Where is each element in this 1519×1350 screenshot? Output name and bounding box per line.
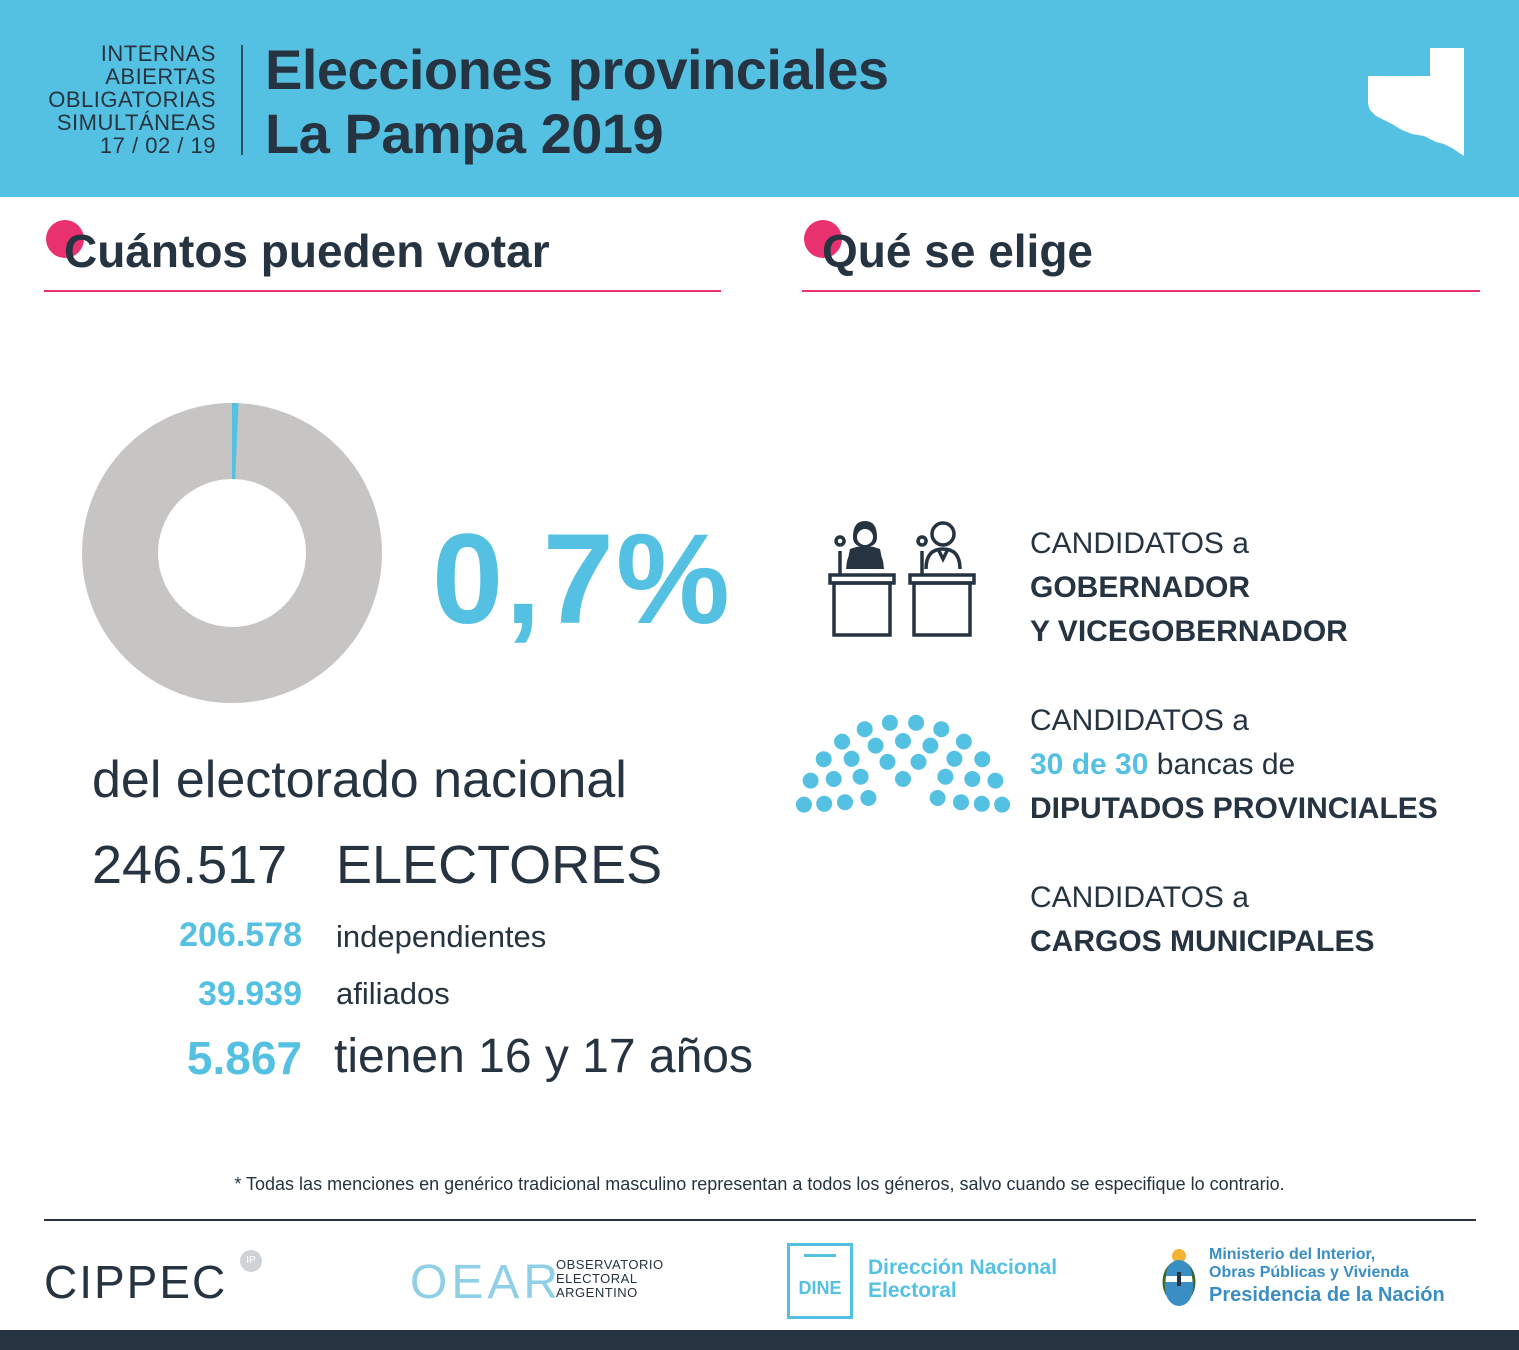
seats-highlight: 30 de 30: [1030, 748, 1149, 781]
bottom-bar: [0, 1330, 1519, 1350]
podium-candidates-icon: [828, 521, 976, 637]
seat-dot: [937, 768, 954, 785]
seat-dot: [867, 737, 884, 754]
section-bullet: [46, 220, 84, 258]
dine-logo[interactable]: [787, 1243, 853, 1319]
header-divider: [241, 45, 243, 155]
kicker-date: 17 / 02 / 19: [99, 133, 216, 158]
cippec-logo[interactable]: CIPPEC: [44, 1256, 228, 1308]
footer-rule: [44, 1219, 1476, 1221]
seat-dot: [837, 794, 853, 811]
oear-text-line: OBSERVATORIO: [556, 1257, 664, 1272]
electorate-description: del electorado nacional: [92, 751, 627, 809]
seat-dot: [910, 753, 927, 770]
seat-dot: [843, 750, 860, 767]
seat-dot: [856, 721, 873, 738]
electorate-percent: 0,7%: [432, 508, 732, 651]
seat-dot: [973, 795, 990, 812]
kicker-line: SIMULTÁNEAS: [56, 110, 216, 135]
oear-logo-text: OBSERVATORIO ELECTORAL ARGENTINO: [556, 1258, 664, 1300]
candidates-prefix: CANDIDATOS a: [1030, 527, 1249, 560]
section-title-elected: Qué se elige: [822, 225, 1094, 277]
parliament-seats-icon: [795, 714, 1011, 813]
oear-text-line: ELECTORAL: [556, 1271, 638, 1286]
page-title: Elecciones provinciales La Pampa 2019: [265, 38, 889, 166]
seat-dot: [895, 771, 911, 787]
candidates-prefix: CANDIDATOS a: [1030, 881, 1249, 914]
youth-voters-number: 5.867: [186, 1032, 302, 1084]
office-governor: GOBERNADOR: [1030, 571, 1251, 604]
total-voters-number: 246.517: [92, 835, 288, 895]
seat-dot: [955, 733, 972, 750]
office-vicegovernor: Y VICEGOBERNADOR: [1030, 615, 1348, 648]
block-governor: CANDIDATOS a GOBERNADOR Y VICEGOBERNADOR: [1030, 522, 1348, 654]
section-title-voters: Cuántos pueden votar: [64, 225, 550, 277]
dine-logo-bar: [804, 1254, 836, 1257]
independents-number: 206.578: [179, 916, 302, 954]
seat-dot: [953, 794, 969, 811]
section-rule: [44, 290, 721, 292]
dine-logo-label: DINE: [798, 1278, 842, 1298]
seat-dot: [933, 721, 950, 738]
seat-dot: [879, 753, 896, 770]
seat-dot: [922, 737, 939, 754]
affiliates-number: 39.939: [198, 975, 302, 1013]
ministry-line: Ministerio del Interior,: [1209, 1246, 1376, 1263]
seat-dot: [895, 733, 911, 749]
oear-logo[interactable]: OEAR: [410, 1256, 563, 1309]
candidates-prefix: CANDIDATOS a: [1030, 704, 1249, 737]
kicker-line: OBLIGATORIAS: [48, 87, 216, 112]
title-line: Elecciones provinciales: [265, 38, 889, 101]
seats-line: 30 de 30 bancas de: [1030, 743, 1438, 787]
election-kicker: INTERNAS ABIERTAS OBLIGATORIAS SIMULTÁNE…: [48, 42, 216, 157]
kicker-line: ABIERTAS: [105, 64, 216, 89]
kicker-line: INTERNAS: [100, 41, 216, 66]
oear-text-line: ARGENTINO: [556, 1285, 638, 1300]
dine-logo-text: Dirección Nacional Electoral: [868, 1256, 1057, 1302]
dine-text-line: Electoral: [868, 1279, 957, 1302]
seat-dot: [974, 751, 991, 768]
ministry-presidency: Presidencia de la Nación: [1209, 1284, 1445, 1306]
title-line: La Pampa 2019: [265, 102, 664, 165]
donut-share-segment: [82, 403, 382, 703]
seats-text: bancas de: [1148, 748, 1296, 781]
section-rule: [802, 290, 1480, 292]
seat-dot: [860, 790, 877, 806]
ministry-line: Obras Públicas y Vivienda: [1209, 1264, 1409, 1281]
header-banner: [0, 0, 1519, 197]
independents-label: independientes: [336, 919, 547, 954]
seat-dot: [929, 790, 946, 806]
total-voters-label: ELECTORES: [336, 835, 663, 895]
affiliates-label: afiliados: [336, 976, 450, 1011]
office-deputies: DIPUTADOS PROVINCIALES: [1030, 792, 1438, 825]
seat-dot: [852, 768, 869, 785]
seat-dot: [816, 795, 833, 812]
seat-dot: [815, 751, 832, 768]
gender-footnote: * Todas las menciones en genérico tradic…: [234, 1174, 1285, 1194]
seat-dot: [802, 772, 819, 789]
block-deputies: CANDIDATOS a 30 de 30 bancas de DIPUTADO…: [1030, 699, 1438, 831]
section-bullet: [804, 220, 842, 258]
office-municipal: CARGOS MUNICIPALES: [1030, 925, 1375, 958]
electorate-donut-chart: [82, 403, 382, 703]
youth-voters-label: tienen 16 y 17 años: [334, 1030, 753, 1083]
seat-dot: [987, 772, 1004, 789]
ministry-logo[interactable]: Ministerio del Interior, Obras Públicas …: [1209, 1246, 1445, 1308]
seat-dot: [795, 796, 812, 813]
seat-dot: [964, 771, 981, 787]
cippec-badge-icon: IP: [240, 1250, 262, 1272]
seat-dot: [946, 750, 963, 767]
seat-dot: [834, 733, 851, 750]
seat-dot: [908, 714, 925, 731]
national-shield-icon: [1162, 1249, 1196, 1306]
seat-dot: [825, 771, 842, 787]
dine-text-line: Dirección Nacional: [868, 1256, 1058, 1279]
seat-dot: [994, 796, 1011, 813]
la-pampa-map-icon: [1368, 48, 1464, 156]
seat-dot: [881, 714, 898, 731]
block-municipal: CANDIDATOS a CARGOS MUNICIPALES: [1030, 876, 1374, 964]
